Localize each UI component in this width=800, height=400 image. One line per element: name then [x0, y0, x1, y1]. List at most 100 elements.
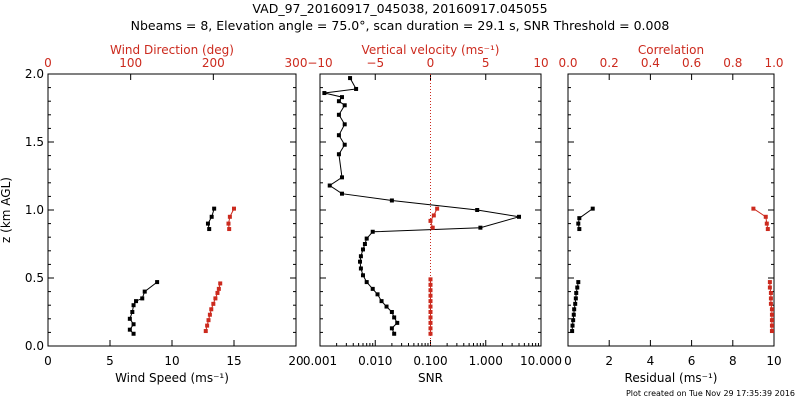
top-tick-label: 1.0 — [764, 56, 783, 70]
top-tick-label: 200 — [202, 56, 225, 70]
data-point — [209, 214, 214, 219]
data-point — [428, 331, 433, 336]
data-point — [227, 214, 232, 219]
data-point — [327, 183, 332, 188]
y-tick-label: 2.0 — [25, 67, 44, 81]
data-point — [768, 296, 773, 301]
data-point — [215, 290, 220, 295]
data-point — [155, 280, 160, 285]
data-point — [336, 133, 341, 138]
series-line — [769, 282, 773, 331]
data-point — [765, 227, 770, 232]
data-point — [142, 289, 147, 294]
data-point — [339, 95, 344, 100]
top-tick-label: 300 — [285, 56, 308, 70]
data-point — [336, 152, 341, 157]
data-point — [769, 318, 774, 323]
data-point — [751, 206, 756, 211]
data-point — [212, 206, 217, 211]
data-point — [575, 285, 580, 290]
y-tick-label: 1.0 — [25, 203, 44, 217]
data-point — [384, 304, 389, 309]
data-point — [428, 304, 433, 309]
top-axis-label: Vertical velocity (ms⁻¹) — [362, 43, 500, 57]
data-point — [213, 296, 218, 301]
y-tick-label: 1.5 — [25, 135, 44, 149]
data-point — [342, 122, 347, 127]
data-point — [131, 303, 136, 308]
data-point — [769, 329, 774, 334]
data-point — [573, 296, 578, 301]
bottom-tick-label: 10.000 — [520, 354, 562, 368]
data-point — [232, 206, 236, 211]
top-tick-label: 0 — [427, 56, 435, 70]
data-point — [767, 285, 772, 290]
data-point — [428, 288, 433, 293]
data-point — [211, 301, 216, 306]
data-point — [389, 326, 394, 331]
top-tick-label: 0.4 — [641, 56, 660, 70]
series-line — [227, 208, 235, 230]
bottom-axis-label: Residual (ms⁻¹) — [625, 371, 718, 385]
data-point — [131, 322, 136, 327]
data-point — [216, 286, 221, 291]
data-point — [336, 112, 341, 117]
data-point — [360, 273, 365, 278]
bottom-tick-label: 6 — [688, 354, 696, 368]
data-point — [763, 214, 768, 219]
top-tick-label: 0 — [44, 56, 52, 70]
data-point — [572, 307, 577, 312]
data-point — [435, 206, 440, 211]
figure-subtitle: Nbeams = 8, Elevation angle = 75.0°, sca… — [131, 18, 670, 33]
data-point — [362, 242, 367, 246]
data-point — [517, 214, 522, 219]
bottom-tick-label: 10 — [164, 354, 179, 368]
data-point — [769, 307, 774, 312]
top-tick-label: 5 — [482, 56, 490, 70]
top-tick-label: 0.8 — [723, 56, 742, 70]
data-point — [131, 331, 136, 336]
data-point — [336, 99, 341, 104]
data-point — [571, 318, 576, 323]
series-line — [207, 208, 215, 230]
bottom-axis-label: Wind Speed (ms⁻¹) — [115, 371, 229, 385]
plot-created-note: Plot created on Tue Nov 29 17:35:39 2016 — [626, 389, 795, 398]
bottom-tick-label: 0.100 — [413, 354, 447, 368]
data-point — [370, 229, 375, 234]
data-point — [574, 290, 579, 295]
data-point — [227, 227, 232, 232]
data-point — [364, 236, 369, 241]
bottom-tick-label: 15 — [226, 354, 241, 368]
data-point — [358, 259, 363, 264]
bottom-tick-label: 8 — [729, 354, 737, 368]
data-point — [590, 206, 595, 211]
data-point — [478, 225, 483, 230]
data-point — [207, 312, 212, 317]
data-point — [769, 323, 774, 328]
bottom-tick-label: 5 — [106, 354, 114, 368]
data-point — [140, 296, 145, 301]
data-point — [370, 286, 375, 291]
data-point — [428, 320, 433, 325]
data-point — [218, 281, 223, 286]
data-point — [769, 312, 774, 317]
data-point — [342, 142, 347, 147]
bottom-tick-label: 0 — [564, 354, 572, 368]
top-tick-label: 10 — [533, 56, 548, 70]
snr-vertical-velocity-panel: 0.001 0.010 0.100 1.000 10.000 SNR −10 −5 0 5 10 Ve… — [303, 43, 562, 385]
data-point — [428, 218, 433, 223]
series-line — [753, 208, 769, 230]
data-point — [768, 290, 773, 295]
data-point — [767, 280, 772, 285]
data-point — [573, 301, 578, 306]
data-point — [348, 76, 353, 81]
data-point — [203, 329, 208, 334]
data-point — [428, 277, 433, 282]
data-point — [570, 323, 575, 328]
bottom-tick-label: 1.000 — [469, 354, 503, 368]
bottom-tick-label: 0.010 — [358, 354, 392, 368]
data-point — [206, 318, 211, 323]
data-point — [570, 329, 575, 334]
top-tick-label: −5 — [366, 56, 384, 70]
